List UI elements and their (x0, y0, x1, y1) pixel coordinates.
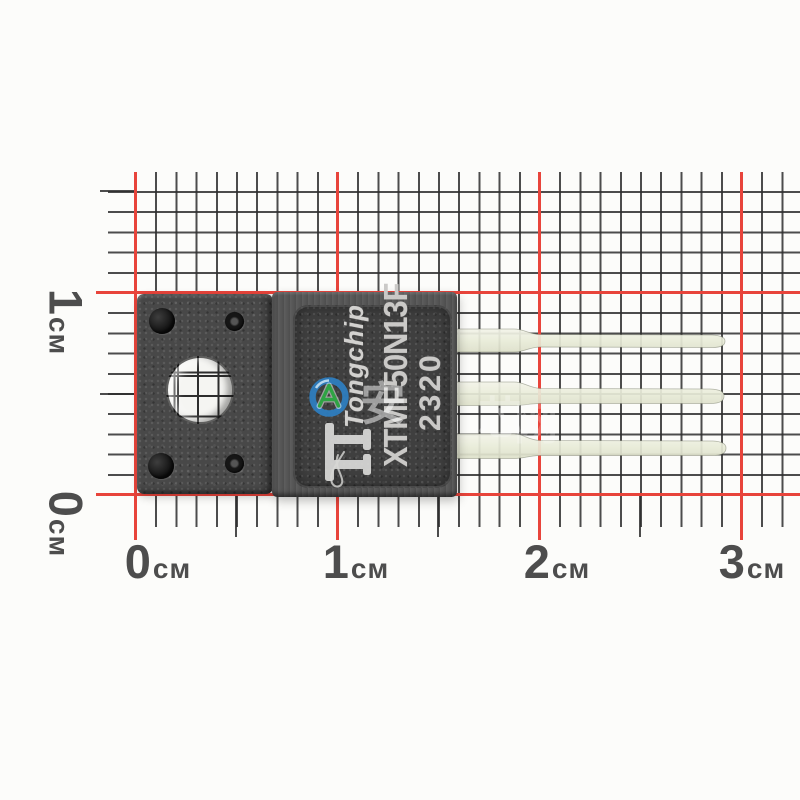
mounting-hole (166, 356, 234, 424)
left-ruler-ticks (108, 191, 135, 496)
ruler-label-0cm: 0 см (125, 538, 191, 585)
lead-3 (452, 433, 727, 459)
watermark-char-3: 网 (514, 399, 558, 450)
tab-dimple-top-right (225, 312, 244, 331)
watermark-logo-icon (309, 377, 349, 417)
left-halfcm-tick (100, 393, 135, 396)
ruler-label-3cm: 3 см (719, 538, 785, 585)
watermark-char-2: 芯 (478, 393, 522, 444)
ruler-label-2cm: 2 см (524, 538, 590, 585)
left-halfcm-tick (100, 190, 135, 193)
ruler-number: 1 (322, 535, 349, 588)
bottom-halfcm-tick (235, 494, 238, 537)
ruler-number: 2 (523, 535, 550, 588)
ruler-unit: см (350, 553, 390, 584)
ruler-number: 3 (718, 535, 745, 588)
red-cm-line-v0 (134, 172, 137, 540)
tab-dimple-top-left (149, 308, 175, 334)
part-marking: Tongchip XTMF50N13F 2320 (293, 284, 452, 488)
pen-mark-squiggle (330, 451, 345, 488)
ruler-unit: см (746, 553, 786, 584)
red-cm-line-v2 (538, 172, 541, 540)
tongchip-logo-icon (325, 423, 371, 481)
watermark-char-1: 安 (360, 377, 406, 431)
marking-plate (293, 305, 452, 488)
bottom-halfcm-tick (437, 494, 440, 537)
ruler-unit: см (551, 553, 591, 584)
lead-2 (452, 381, 725, 406)
red-cm-line-v3 (740, 172, 743, 540)
date-code: 2320 (414, 352, 447, 431)
ruler-number: 0 (124, 535, 151, 588)
tab-dimple-bottom-left (148, 453, 174, 479)
ruler-unit: см (152, 553, 192, 584)
ruler-label-1cm: 1 см (323, 538, 389, 585)
tab-dimple-bottom-right (225, 454, 244, 473)
bottom-halfcm-tick (639, 494, 642, 537)
lead-1 (452, 328, 726, 353)
